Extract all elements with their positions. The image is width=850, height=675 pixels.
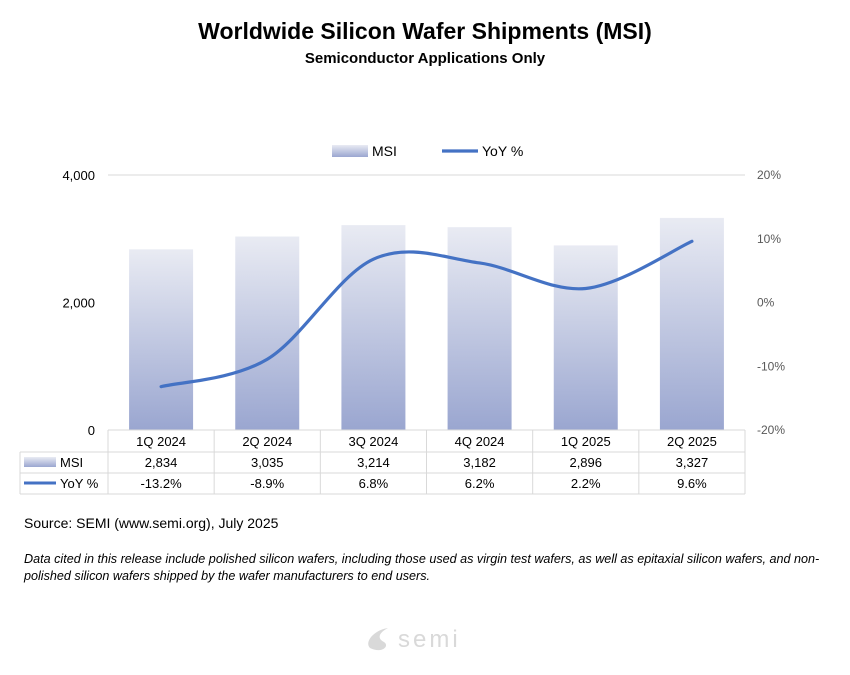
table-cell-msi: 3,182 [463,455,496,470]
table-cell-msi: 3,035 [251,455,284,470]
table-cell-msi: 2,834 [145,455,178,470]
left-axis-tick-label: 4,000 [62,168,95,183]
left-axis-tick-label: 0 [88,423,95,438]
category-label: 4Q 2024 [455,434,505,449]
bar-msi [341,225,406,430]
legend-label-msi: MSI [372,143,397,159]
table-cell-msi: 3,327 [676,455,709,470]
right-axis-tick-label: 0% [757,296,775,310]
bar-msi [553,245,618,430]
bar-msi [235,236,300,430]
category-label: 1Q 2025 [561,434,611,449]
table-cell-yoy: 6.8% [359,476,389,491]
semi-logo: semi [368,626,461,653]
table-cell-yoy: 9.6% [677,476,707,491]
table-row-label-msi: MSI [60,455,83,470]
right-axis-tick-label: 20% [757,168,781,182]
line-yoy [159,239,694,389]
svg-text:semi: semi [398,626,461,653]
table-cell-msi: 3,214 [357,455,390,470]
category-label: 2Q 2024 [242,434,292,449]
table-cell-yoy: 2.2% [571,476,601,491]
category-label: 3Q 2024 [348,434,398,449]
table-key-msi [24,457,56,467]
chart-title: Worldwide Silicon Wafer Shipments (MSI) [198,18,652,44]
chart-subtitle: Semiconductor Applications Only [304,50,546,67]
category-label: 1Q 2024 [136,434,186,449]
source-text: Source: SEMI (www.semi.org), July 2025 [24,515,279,531]
table-cell-yoy: -8.9% [250,476,284,491]
left-axis-tick-label: 2,000 [62,296,95,311]
legend-label-yoy: YoY % [482,143,523,159]
table-row-label-yoy: YoY % [60,476,99,491]
bar-msi [129,249,194,430]
chart-svg: 0 2,000 4,000 -20% -10% 0% 10% 20% MSI YoY % 1Q 20… [19,143,785,495]
footnote-text: Data cited in this release include polis… [24,552,820,583]
category-label: 2Q 2025 [667,434,717,449]
right-axis-tick-label: -20% [757,423,785,437]
right-axis-tick-label: 10% [757,232,781,246]
table-cell-msi: 2,896 [569,455,602,470]
legend-swatch-msi [332,145,368,157]
table-cell-yoy: 6.2% [465,476,495,491]
table-cell-yoy: -13.2% [140,476,182,491]
right-axis-tick-label: -10% [757,359,785,373]
bar-msi [447,227,512,430]
bar-msi [659,217,724,430]
